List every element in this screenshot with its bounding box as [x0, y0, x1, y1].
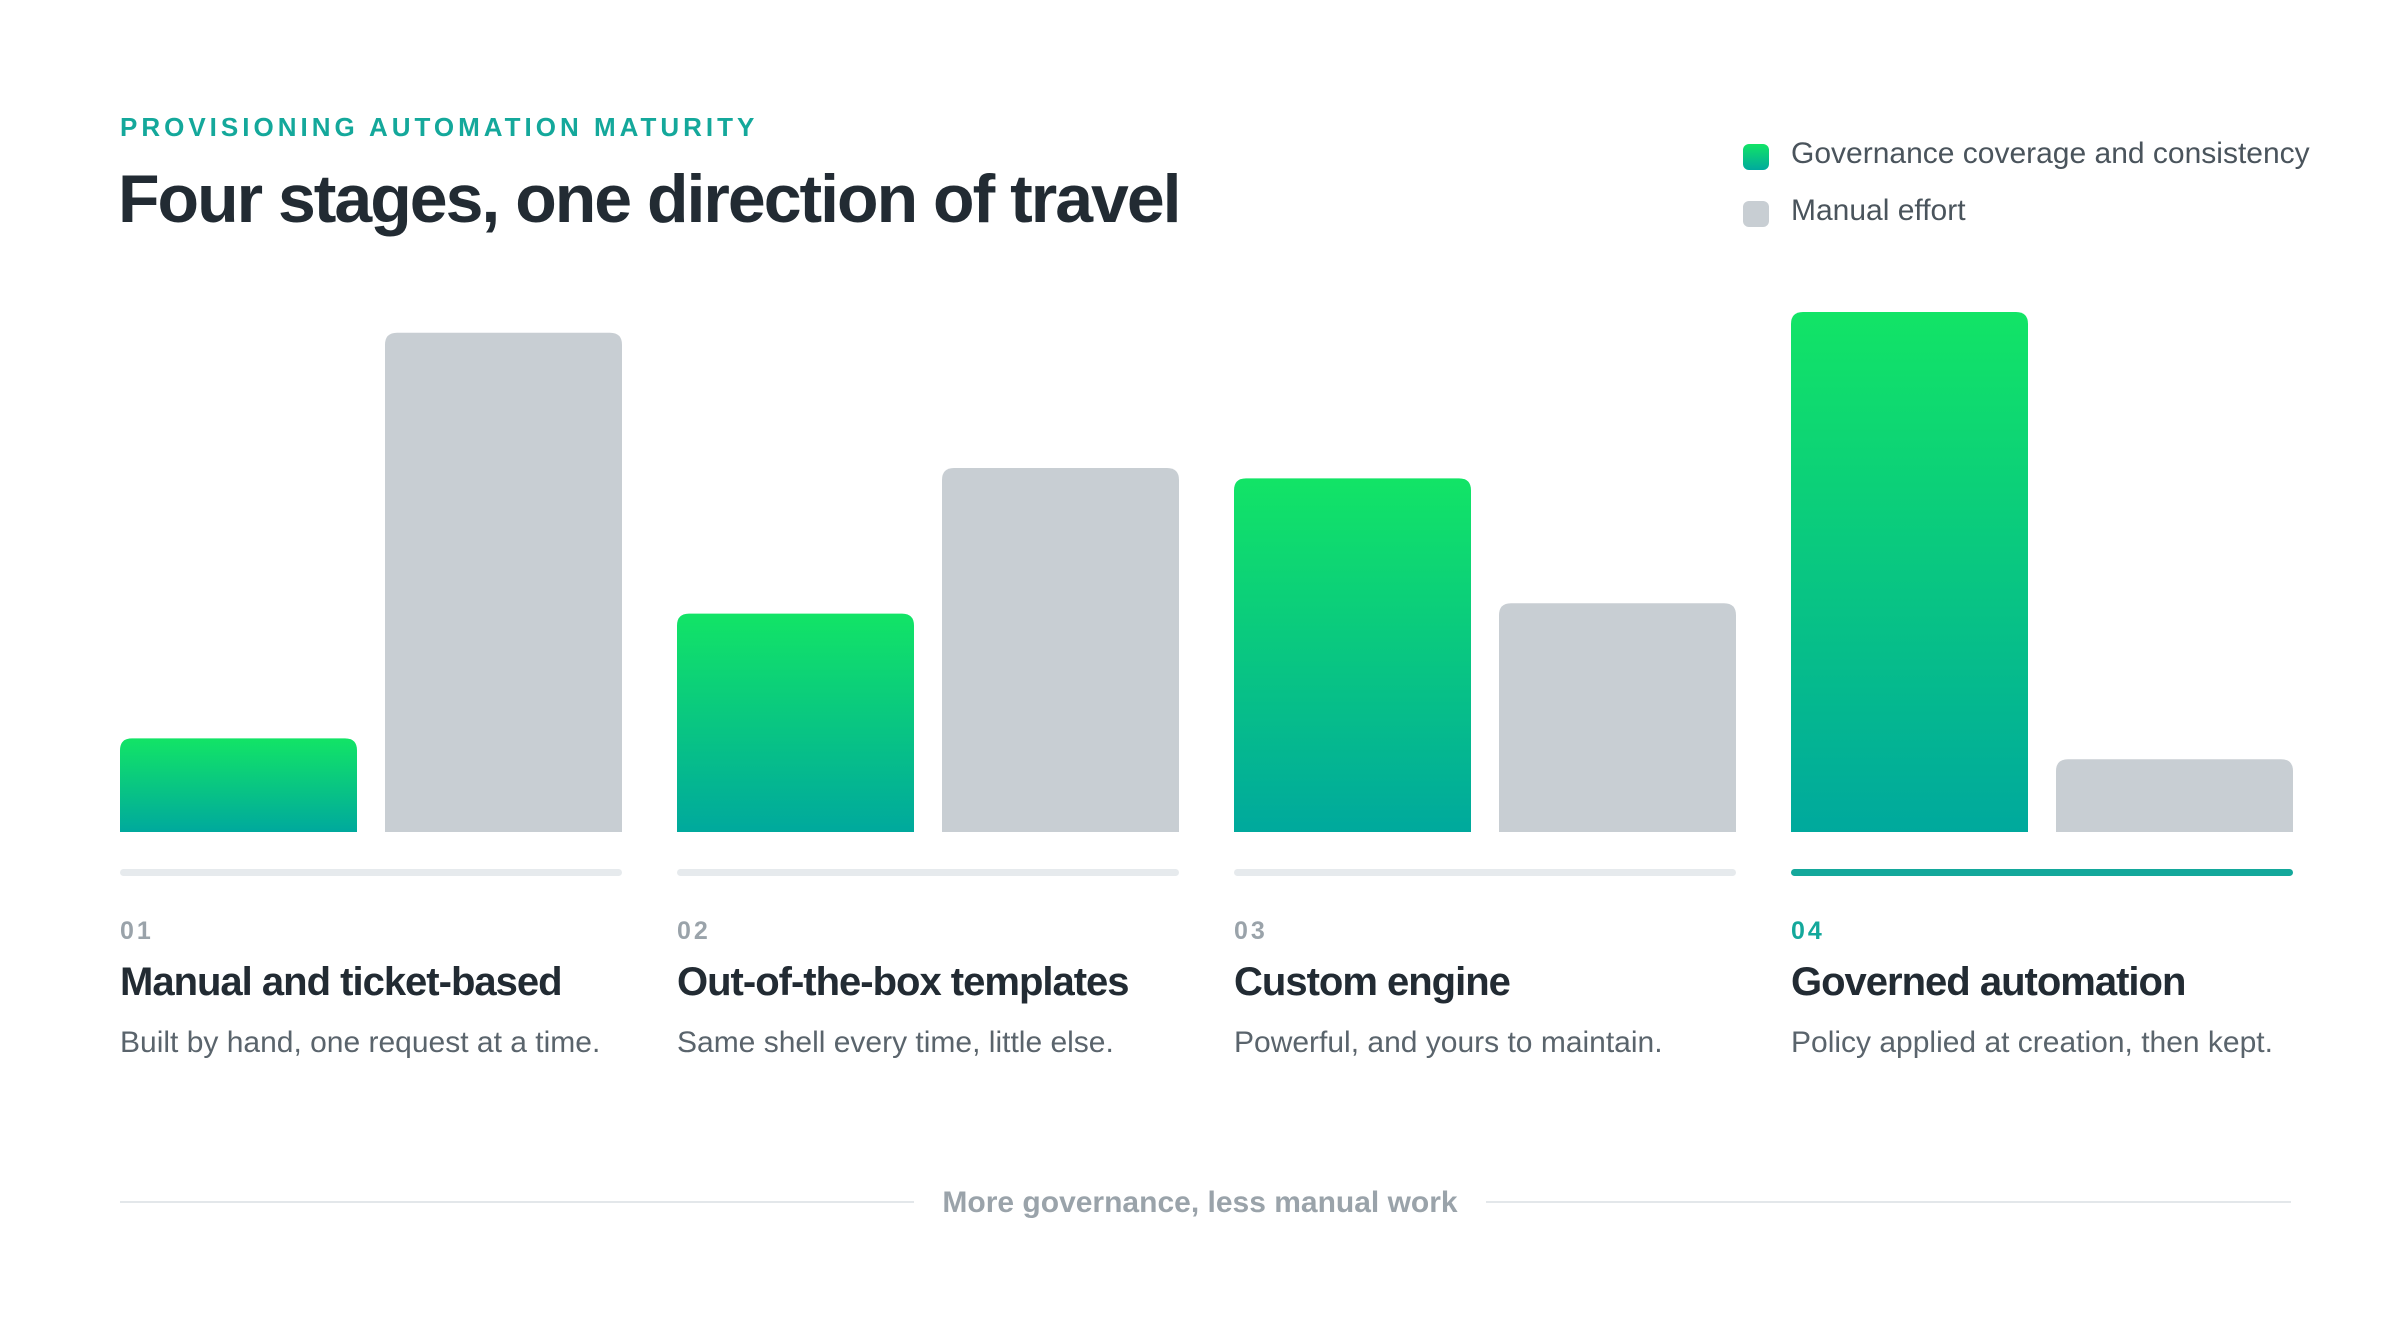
stage-number: 03: [1234, 917, 1268, 945]
stage-rule: [677, 869, 1179, 876]
footer-note: More governance, less manual work: [0, 1186, 2400, 1220]
stage-number: 01: [120, 917, 154, 945]
stage-rule: [1234, 869, 1736, 876]
chart-title: Four stages, one direction of travel: [118, 161, 1182, 237]
bar: [385, 332, 622, 832]
legend-label: Manual effort: [1791, 194, 1966, 227]
legend-swatch: [1743, 201, 1769, 227]
stage-title: Manual and ticket-based: [120, 960, 563, 1004]
stage-rule: [120, 869, 622, 876]
stage-description: Built by hand, one request at a time.: [120, 1026, 601, 1059]
bar: [1234, 478, 1471, 832]
legend-label: Governance coverage and consistency: [1791, 137, 2310, 170]
stage-title: Governed automation: [1791, 960, 2186, 1004]
bar: [1791, 312, 2028, 832]
bar: [677, 613, 914, 832]
stage-description: Policy applied at creation, then kept.: [1791, 1026, 2273, 1059]
bar: [1499, 603, 1736, 832]
bar: [2056, 759, 2293, 832]
stage-number: 04: [1791, 917, 1825, 945]
stage-title: Out-of-the-box templates: [677, 960, 1130, 1004]
bar: [120, 738, 357, 832]
eyebrow: PROVISIONING AUTOMATION MATURITY: [120, 112, 759, 142]
bar: [942, 468, 1179, 832]
stage-number: 02: [677, 917, 711, 945]
note-text: More governance, less manual work: [914, 1186, 1486, 1219]
legend-swatch: [1743, 144, 1769, 170]
stage-title: Custom engine: [1234, 960, 1511, 1004]
stage-description: Powerful, and yours to maintain.: [1234, 1026, 1663, 1059]
stage-description: Same shell every time, little else.: [677, 1026, 1114, 1059]
stage-rule: [1791, 869, 2293, 876]
